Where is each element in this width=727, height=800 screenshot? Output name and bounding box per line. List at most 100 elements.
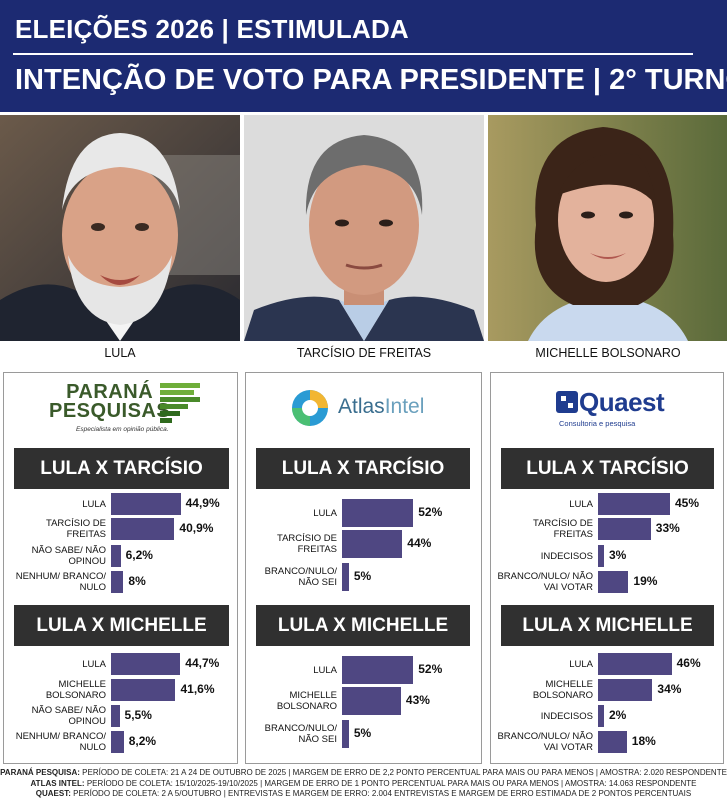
bar — [342, 720, 349, 748]
candidate-photo-tarcisio — [244, 115, 484, 341]
bar-value-label: 5% — [353, 569, 372, 583]
bar-value-label: 34% — [657, 682, 682, 696]
parana-stripes-icon — [160, 383, 200, 423]
bar — [598, 493, 670, 515]
bar-value-label: 43% — [405, 693, 430, 707]
intel-word: Intel — [384, 395, 425, 418]
matchup-header: LULA X TARCÍSIO — [14, 448, 229, 489]
bar — [598, 679, 653, 701]
portrait-man-gray-hair-icon — [244, 115, 484, 341]
bar-category-label: NÃO SABE/ NÃO OPINOU — [31, 705, 106, 727]
bar-value-label: 6,2% — [125, 548, 153, 562]
bar — [598, 571, 629, 593]
bar-value-label: 5% — [353, 726, 372, 740]
page-subtitle: INTENÇÃO DE VOTO PARA PRESIDENTE | 2° TU… — [15, 64, 727, 96]
bar — [598, 705, 604, 727]
bar-category-label: NENHUM/ BRANCO/ NULO — [15, 571, 106, 593]
bar — [111, 545, 121, 567]
bar — [111, 653, 181, 675]
atlasintel-wordmark: AtlasIntel — [338, 395, 424, 419]
panel-atlasintel: AtlasIntel LULA X TARCÍSIO LULA 52% TARCÍSI… — [245, 372, 482, 764]
bar — [598, 518, 651, 540]
header-banner: ELEIÇÕES 2026 | ESTIMULADA INTENÇÃO DE V… — [0, 0, 727, 112]
panel-parana-pesquisas: PARANÁ PESQUISAS Especialista em opinião… — [3, 372, 238, 764]
matchup-header: LULA X MICHELLE — [14, 605, 229, 646]
footer-methodology: PARANÁ PESQUISA: PERÍODO DE COLETA: 21 A… — [0, 768, 727, 800]
bar-value-label: 41,6% — [180, 682, 215, 696]
bar-category-label: MICHELLE BOLSONARO — [532, 679, 593, 701]
matchup-header: LULA X TARCÍSIO — [501, 448, 714, 489]
bar — [111, 705, 120, 727]
quaest-wordmark: Quaest — [579, 387, 665, 418]
bar-category-label: INDECISOS — [540, 550, 593, 562]
atlas-globe-icon — [292, 390, 328, 426]
matchup-header: LULA X TARCÍSIO — [256, 448, 470, 489]
panel-quaest: Quaest Consultoria e pesquisa LULA X TAR… — [490, 372, 724, 764]
candidate-name-lula: LULA — [104, 346, 136, 360]
candidate-photo-michelle — [488, 115, 727, 341]
bar-category-label: LULA — [82, 658, 106, 670]
bar — [111, 731, 124, 753]
bar-category-label: TARCÍSIO DE FREITAS — [46, 518, 106, 540]
atlasintel-logo: AtlasIntel — [246, 373, 481, 441]
bar-value-label: 44,7% — [185, 656, 220, 670]
footer-label-atlas: ATLAS INTEL: — [30, 778, 85, 788]
bar-value-label: 33% — [655, 521, 680, 535]
bar-category-label: TARCÍSIO DE FREITAS — [533, 518, 593, 540]
bar-category-label: BRANCO/NULO/ NÃO SEI — [264, 723, 337, 745]
quaest-logo: Quaest Consultoria e pesquisa — [491, 373, 723, 441]
bar-value-label: 19% — [633, 574, 658, 588]
footer-line-parana: PARANÁ PESQUISA: PERÍODO DE COLETA: 21 A… — [0, 768, 727, 779]
page-title: ELEIÇÕES 2026 | ESTIMULADA — [15, 14, 409, 44]
bar — [111, 493, 181, 515]
bar-category-label: NENHUM/ BRANCO/ NULO — [15, 731, 106, 753]
bar-category-label: BRANCO/NULO/ NÃO SEI — [264, 566, 337, 588]
bar-value-label: 18% — [631, 734, 656, 748]
bar-value-label: 52% — [418, 662, 443, 676]
portrait-woman-dark-hair-icon — [488, 115, 727, 341]
bar-category-label: LULA — [313, 507, 337, 519]
quaest-tagline: Consultoria e pesquisa — [559, 419, 636, 428]
bar — [342, 656, 414, 684]
matchup-header: LULA X MICHELLE — [256, 605, 470, 646]
bar-category-label: LULA — [569, 658, 593, 670]
bar-category-label: LULA — [313, 664, 337, 676]
bar-value-label: 5,5% — [124, 708, 152, 722]
bar — [111, 518, 175, 540]
parana-tagline: Especialista em opinião pública. — [76, 426, 169, 433]
footer-label-parana: PARANÁ PESQUISA: — [0, 768, 80, 777]
candidate-name-michelle: MICHELLE BOLSONARO — [535, 346, 681, 360]
bar — [342, 499, 414, 527]
matchup-header: LULA X MICHELLE — [501, 605, 714, 646]
bar-value-label: 46% — [676, 656, 701, 670]
bar-value-label: 3% — [609, 548, 627, 562]
parana-logo-line1: PARANÁ — [66, 381, 154, 403]
bar-value-label: 8,2% — [128, 734, 157, 748]
bar — [598, 545, 604, 567]
footer-line-quaest: QUAEST: PERÍODO DE COLETA: 2 A 5/OUTUBRO… — [0, 789, 727, 800]
bar-category-label: MICHELLE BOLSONARO — [276, 690, 337, 712]
footer-text-atlas: PERÍODO DE COLETA: 15/10/2025-19/10/2025… — [86, 778, 697, 788]
quaest-square-icon — [556, 391, 578, 413]
bar-value-label: 8% — [128, 574, 146, 588]
bar — [111, 571, 124, 593]
parana-pesquisas-logo: PARANÁ PESQUISAS Especialista em opinião… — [4, 373, 237, 441]
bar-category-label: BRANCO/NULO/ NÃO VAI VOTAR — [497, 731, 593, 753]
bar-value-label: 2% — [609, 708, 627, 722]
parana-logo-line2: PESQUISAS — [49, 400, 171, 422]
quaest-word: Quaest — [579, 387, 665, 417]
bar-value-label: 44% — [407, 536, 432, 550]
bar-category-label: BRANCO/NULO/ NÃO VAI VOTAR — [497, 571, 593, 593]
footer-text-quaest: PERÍODO DE COLETA: 2 A 5/OUTUBRO | ENTRE… — [73, 789, 692, 798]
portrait-man-white-beard-icon — [0, 115, 240, 341]
bar-category-label: INDECISOS — [540, 710, 593, 722]
candidate-photo-lula — [0, 115, 240, 341]
bar — [598, 653, 672, 675]
footer-label-quaest: QUAEST: — [35, 789, 71, 798]
bar-value-label: 44,9% — [185, 496, 220, 510]
footer-text-parana: PERÍODO DE COLETA: 21 A 24 DE OUTUBRO DE… — [82, 768, 727, 777]
bar — [598, 731, 627, 753]
bar-value-label: 52% — [418, 505, 443, 519]
bar-category-label: LULA — [82, 498, 106, 510]
bar-category-label: NÃO SABE/ NÃO OPINOU — [31, 545, 106, 567]
